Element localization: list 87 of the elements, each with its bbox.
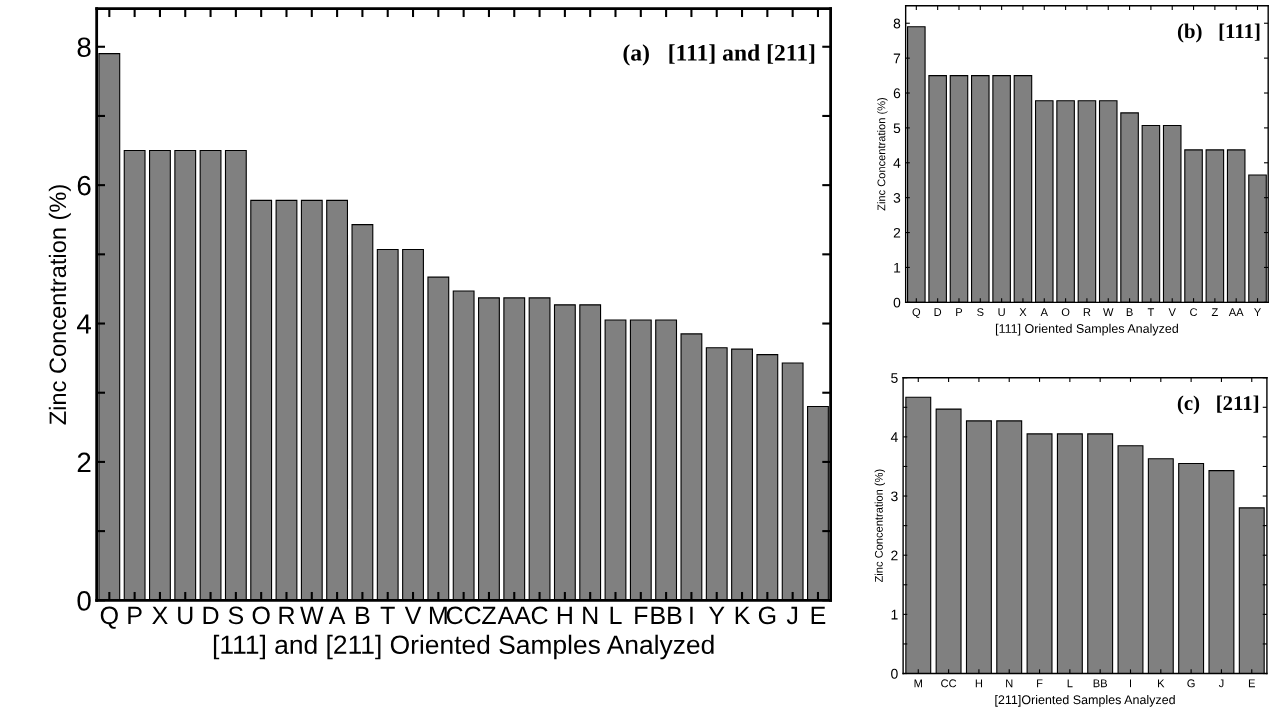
x-tick-label: Z <box>1211 308 1218 316</box>
y-axis-title: Zinc Concentration (%) <box>877 97 888 211</box>
x-tick-label: I <box>690 606 693 624</box>
x-tick-label: X <box>1019 308 1027 316</box>
x-tick-label: B <box>356 606 370 624</box>
y-tick-label: 7 <box>893 53 901 64</box>
y-tick-label: 0 <box>77 590 91 611</box>
x-tick-label: D <box>203 606 219 624</box>
x-tick-label: U <box>998 308 1005 317</box>
x-tick-label: L <box>610 606 622 624</box>
x-tick-label: G <box>758 606 776 625</box>
x-tick-label: BB <box>651 606 682 624</box>
x-tick-label: O <box>1061 308 1070 317</box>
y-tick-label: 5 <box>893 123 901 134</box>
y-tick-label: 5 <box>891 373 898 383</box>
y-tick-label: 6 <box>893 88 901 99</box>
x-tick-label: J <box>1218 679 1224 688</box>
x-tick-label: M <box>914 679 922 688</box>
x-axis-title: [111] Oriented Samples Analyzed <box>995 323 1178 336</box>
x-tick-label: X <box>152 606 168 624</box>
x-tick-label: S <box>977 308 984 317</box>
y-axis-title: Zinc Concentration (%) <box>874 469 885 583</box>
x-tick-label: W <box>300 606 324 624</box>
x-tick-label: F <box>1037 679 1043 688</box>
x-tick-label: R <box>279 606 295 624</box>
y-tick-label: 2 <box>77 452 91 472</box>
x-tick-label: O <box>252 606 270 625</box>
x-tick-label: CC <box>446 606 481 625</box>
x-tick-label: CC <box>941 679 957 688</box>
x-tick-label: A <box>328 606 346 624</box>
x-tick-label: T <box>1147 308 1155 316</box>
x-tick-label: R <box>1083 308 1091 316</box>
y-tick-label: 2 <box>893 227 901 238</box>
x-tick-label: I <box>1129 679 1132 688</box>
x-tick-label: P <box>956 308 963 316</box>
y-axis-title: Zinc Concentration (%) <box>48 185 71 425</box>
y-tick-label: 3 <box>893 193 901 203</box>
x-tick-label: Q <box>100 606 118 629</box>
x-tick-label: H <box>557 606 572 624</box>
x-tick-label: K <box>1158 679 1165 688</box>
x-tick-label: H <box>975 679 983 688</box>
x-tick-label: AA <box>497 606 531 624</box>
x-tick-label: AA <box>1228 308 1244 316</box>
text: (a) [111] and [211] <box>623 44 815 66</box>
x-tick-label: D <box>934 308 942 316</box>
x-tick-label: F <box>635 606 648 624</box>
x-tick-label: Q <box>912 308 921 319</box>
x-tick-label: U <box>178 606 193 625</box>
x-tick-label: Y <box>1254 308 1261 316</box>
x-tick-label: N <box>583 606 598 624</box>
x-axis-title: [111] and [211] Oriented Samples Analyzed <box>213 634 714 660</box>
x-tick-label: M <box>429 606 447 624</box>
y-tick-label: 8 <box>893 18 901 29</box>
x-tick-label: E <box>811 606 826 624</box>
x-tick-label: C <box>531 606 548 625</box>
x-tick-label: Z <box>482 606 496 624</box>
x-tick-label: L <box>1067 679 1073 688</box>
x-tick-label: V <box>1168 308 1176 316</box>
x-axis-title: [211]Oriented Samples Analyzed <box>995 694 1175 707</box>
y-tick-label: 4 <box>77 314 91 334</box>
y-tick-label: 2 <box>891 550 898 561</box>
y-tick-label: 3 <box>891 491 898 502</box>
x-tick-label: C <box>1190 308 1198 317</box>
y-tick-label: 0 <box>893 297 901 308</box>
x-tick-label: P <box>128 606 142 624</box>
y-tick-label: 4 <box>893 158 901 168</box>
y-tick-label: 6 <box>77 175 91 196</box>
y-tick-label: 1 <box>891 609 898 620</box>
text: (c) [211] <box>1177 395 1259 415</box>
x-tick-label: B <box>1126 308 1133 316</box>
x-tick-label: T <box>380 606 395 624</box>
x-tick-label: Y <box>708 606 725 624</box>
x-tick-label: G <box>1187 679 1195 688</box>
x-tick-label: W <box>1103 308 1114 316</box>
x-tick-label: V <box>404 606 422 624</box>
y-tick-label: 4 <box>890 432 898 442</box>
y-tick-label: 1 <box>894 262 901 273</box>
x-tick-label: A <box>1040 308 1048 316</box>
x-tick-label: K <box>735 606 751 624</box>
x-tick-label: N <box>1006 679 1013 688</box>
x-tick-label: S <box>228 606 244 625</box>
x-tick-label: BB <box>1093 679 1107 688</box>
y-tick-label: 0 <box>891 668 898 679</box>
x-tick-label: J <box>786 606 798 625</box>
x-tick-label: E <box>1248 679 1255 688</box>
y-tick-label: 8 <box>77 37 91 58</box>
text: (b) [111] <box>1177 23 1260 43</box>
